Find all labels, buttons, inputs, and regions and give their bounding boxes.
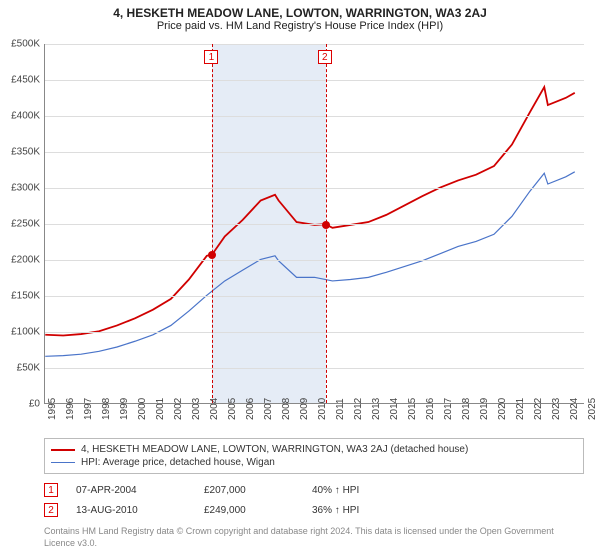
y-tick-label: £300K <box>0 183 40 194</box>
sale-price: £207,000 <box>204 485 294 496</box>
sale-row: 1 07-APR-2004 £207,000 40% ↑ HPI <box>44 480 584 500</box>
x-tick-label: 2025 <box>587 398 598 420</box>
x-tick-label: 2018 <box>461 398 472 420</box>
sales-table: 1 07-APR-2004 £207,000 40% ↑ HPI 2 13-AUG-201… <box>44 480 584 520</box>
series-line <box>45 87 575 335</box>
x-tick-label: 2005 <box>227 398 238 420</box>
chart-container: 4, HESKETH MEADOW LANE, LOWTON, WARRINGT… <box>0 0 600 560</box>
sale-dot <box>322 221 330 229</box>
x-tick-label: 2002 <box>173 398 184 420</box>
legend-label: 4, HESKETH MEADOW LANE, LOWTON, WARRINGT… <box>81 444 468 455</box>
y-tick-label: £350K <box>0 147 40 158</box>
y-tick-label: £150K <box>0 291 40 302</box>
x-tick-label: 2019 <box>479 398 490 420</box>
sale-row: 2 13-AUG-2010 £249,000 36% ↑ HPI <box>44 500 584 520</box>
x-tick-label: 1996 <box>65 398 76 420</box>
x-tick-label: 2011 <box>335 398 346 420</box>
x-tick-label: 2022 <box>533 398 544 420</box>
sale-date: 07-APR-2004 <box>76 485 186 496</box>
chart-subtitle: Price paid vs. HM Land Registry's House … <box>0 20 600 36</box>
y-tick-label: £50K <box>0 363 40 374</box>
x-tick-label: 1999 <box>119 398 130 420</box>
series-line <box>45 172 575 357</box>
sale-price: £249,000 <box>204 505 294 516</box>
y-tick-label: £100K <box>0 327 40 338</box>
chart-title: 4, HESKETH MEADOW LANE, LOWTON, WARRINGT… <box>0 0 600 20</box>
sale-hpi-diff: 40% ↑ HPI <box>312 485 402 496</box>
x-tick-label: 2016 <box>425 398 436 420</box>
x-tick-label: 2023 <box>551 398 562 420</box>
y-tick-label: £500K <box>0 39 40 50</box>
y-tick-label: £250K <box>0 219 40 230</box>
x-tick-label: 2006 <box>245 398 256 420</box>
x-tick-label: 1998 <box>101 398 112 420</box>
y-tick-label: £400K <box>0 111 40 122</box>
x-tick-label: 2010 <box>317 398 328 420</box>
legend-box: 4, HESKETH MEADOW LANE, LOWTON, WARRINGT… <box>44 438 584 474</box>
x-tick-label: 2003 <box>191 398 202 420</box>
y-tick-label: £450K <box>0 75 40 86</box>
sale-index-box: 1 <box>44 483 58 497</box>
x-tick-label: 2020 <box>497 398 508 420</box>
copyright-text: Contains HM Land Registry data © Crown c… <box>44 526 584 549</box>
x-tick-label: 2017 <box>443 398 454 420</box>
legend-row: 4, HESKETH MEADOW LANE, LOWTON, WARRINGT… <box>51 443 577 456</box>
x-tick-label: 1995 <box>47 398 58 420</box>
x-tick-label: 2013 <box>371 398 382 420</box>
legend-row: HPI: Average price, detached house, Wiga… <box>51 456 577 469</box>
x-tick-label: 2021 <box>515 398 526 420</box>
x-tick-label: 2004 <box>209 398 220 420</box>
legend-swatch <box>51 462 75 463</box>
x-tick-label: 2001 <box>155 398 166 420</box>
sale-hpi-diff: 36% ↑ HPI <box>312 505 402 516</box>
x-tick-label: 2009 <box>299 398 310 420</box>
sale-marker-box: 1 <box>204 50 218 64</box>
x-tick-label: 1997 <box>83 398 94 420</box>
sale-marker-box: 2 <box>318 50 332 64</box>
y-tick-label: £200K <box>0 255 40 266</box>
sale-date: 13-AUG-2010 <box>76 505 186 516</box>
plot-area <box>44 44 584 404</box>
x-tick-label: 2012 <box>353 398 364 420</box>
x-tick-label: 2008 <box>281 398 292 420</box>
x-tick-label: 2000 <box>137 398 148 420</box>
x-tick-label: 2024 <box>569 398 580 420</box>
y-tick-label: £0 <box>0 399 40 410</box>
legend-swatch <box>51 449 75 451</box>
x-tick-label: 2015 <box>407 398 418 420</box>
legend-label: HPI: Average price, detached house, Wiga… <box>81 457 275 468</box>
sale-dot <box>208 251 216 259</box>
x-tick-label: 2007 <box>263 398 274 420</box>
x-tick-label: 2014 <box>389 398 400 420</box>
sale-index-box: 2 <box>44 503 58 517</box>
